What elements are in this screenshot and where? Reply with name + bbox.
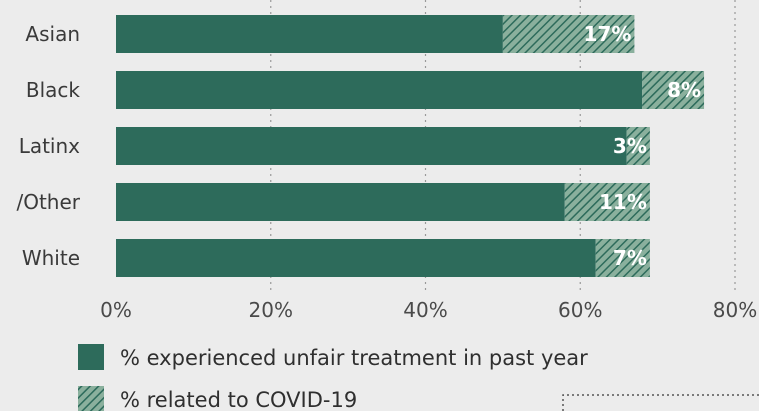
data-label: 11% bbox=[599, 190, 647, 214]
bar-unfair-other bbox=[116, 183, 565, 221]
bar-covid-other bbox=[564, 183, 650, 221]
category-label: Latinx bbox=[19, 134, 80, 158]
category-label: /Other bbox=[16, 190, 80, 214]
labels: 0% 20% 40% 60% 80% Asian 17% Black 8% Latinx 3% /Ot… bbox=[16, 22, 757, 322]
category-label: Asian bbox=[25, 22, 80, 46]
x-tick-label: 60% bbox=[558, 298, 602, 322]
x-tick-label: 0% bbox=[100, 298, 132, 322]
legend-label: % related to COVID-19 bbox=[120, 388, 357, 411]
x-tick-label: 20% bbox=[249, 298, 293, 322]
legend-swatch-solid bbox=[78, 344, 104, 370]
bar-covid-asian bbox=[502, 15, 635, 53]
bar-unfair-white bbox=[116, 239, 596, 277]
x-tick-label: 80% bbox=[713, 298, 757, 322]
bar-covid-white bbox=[595, 239, 650, 277]
data-label: 7% bbox=[613, 246, 647, 270]
category-label: White bbox=[22, 246, 80, 270]
x-tick-label: 40% bbox=[403, 298, 447, 322]
legend-swatch-hatched bbox=[78, 386, 104, 411]
dotted-box-corner bbox=[562, 394, 759, 411]
bar-unfair-latinx bbox=[116, 127, 627, 165]
legend-label: % experienced unfair treatment in past y… bbox=[120, 346, 588, 370]
bar-unfair-asian bbox=[116, 15, 503, 53]
bar-covid-black bbox=[642, 71, 705, 109]
data-label: 8% bbox=[667, 78, 701, 102]
decoration bbox=[562, 394, 759, 411]
bar-covid-latinx bbox=[626, 127, 650, 165]
legend: % experienced unfair treatment in past y… bbox=[78, 344, 588, 411]
bars bbox=[116, 15, 705, 277]
data-label: 17% bbox=[584, 22, 632, 46]
data-label: 3% bbox=[613, 134, 647, 158]
category-label: Black bbox=[26, 78, 81, 102]
bar-unfair-black bbox=[116, 71, 643, 109]
